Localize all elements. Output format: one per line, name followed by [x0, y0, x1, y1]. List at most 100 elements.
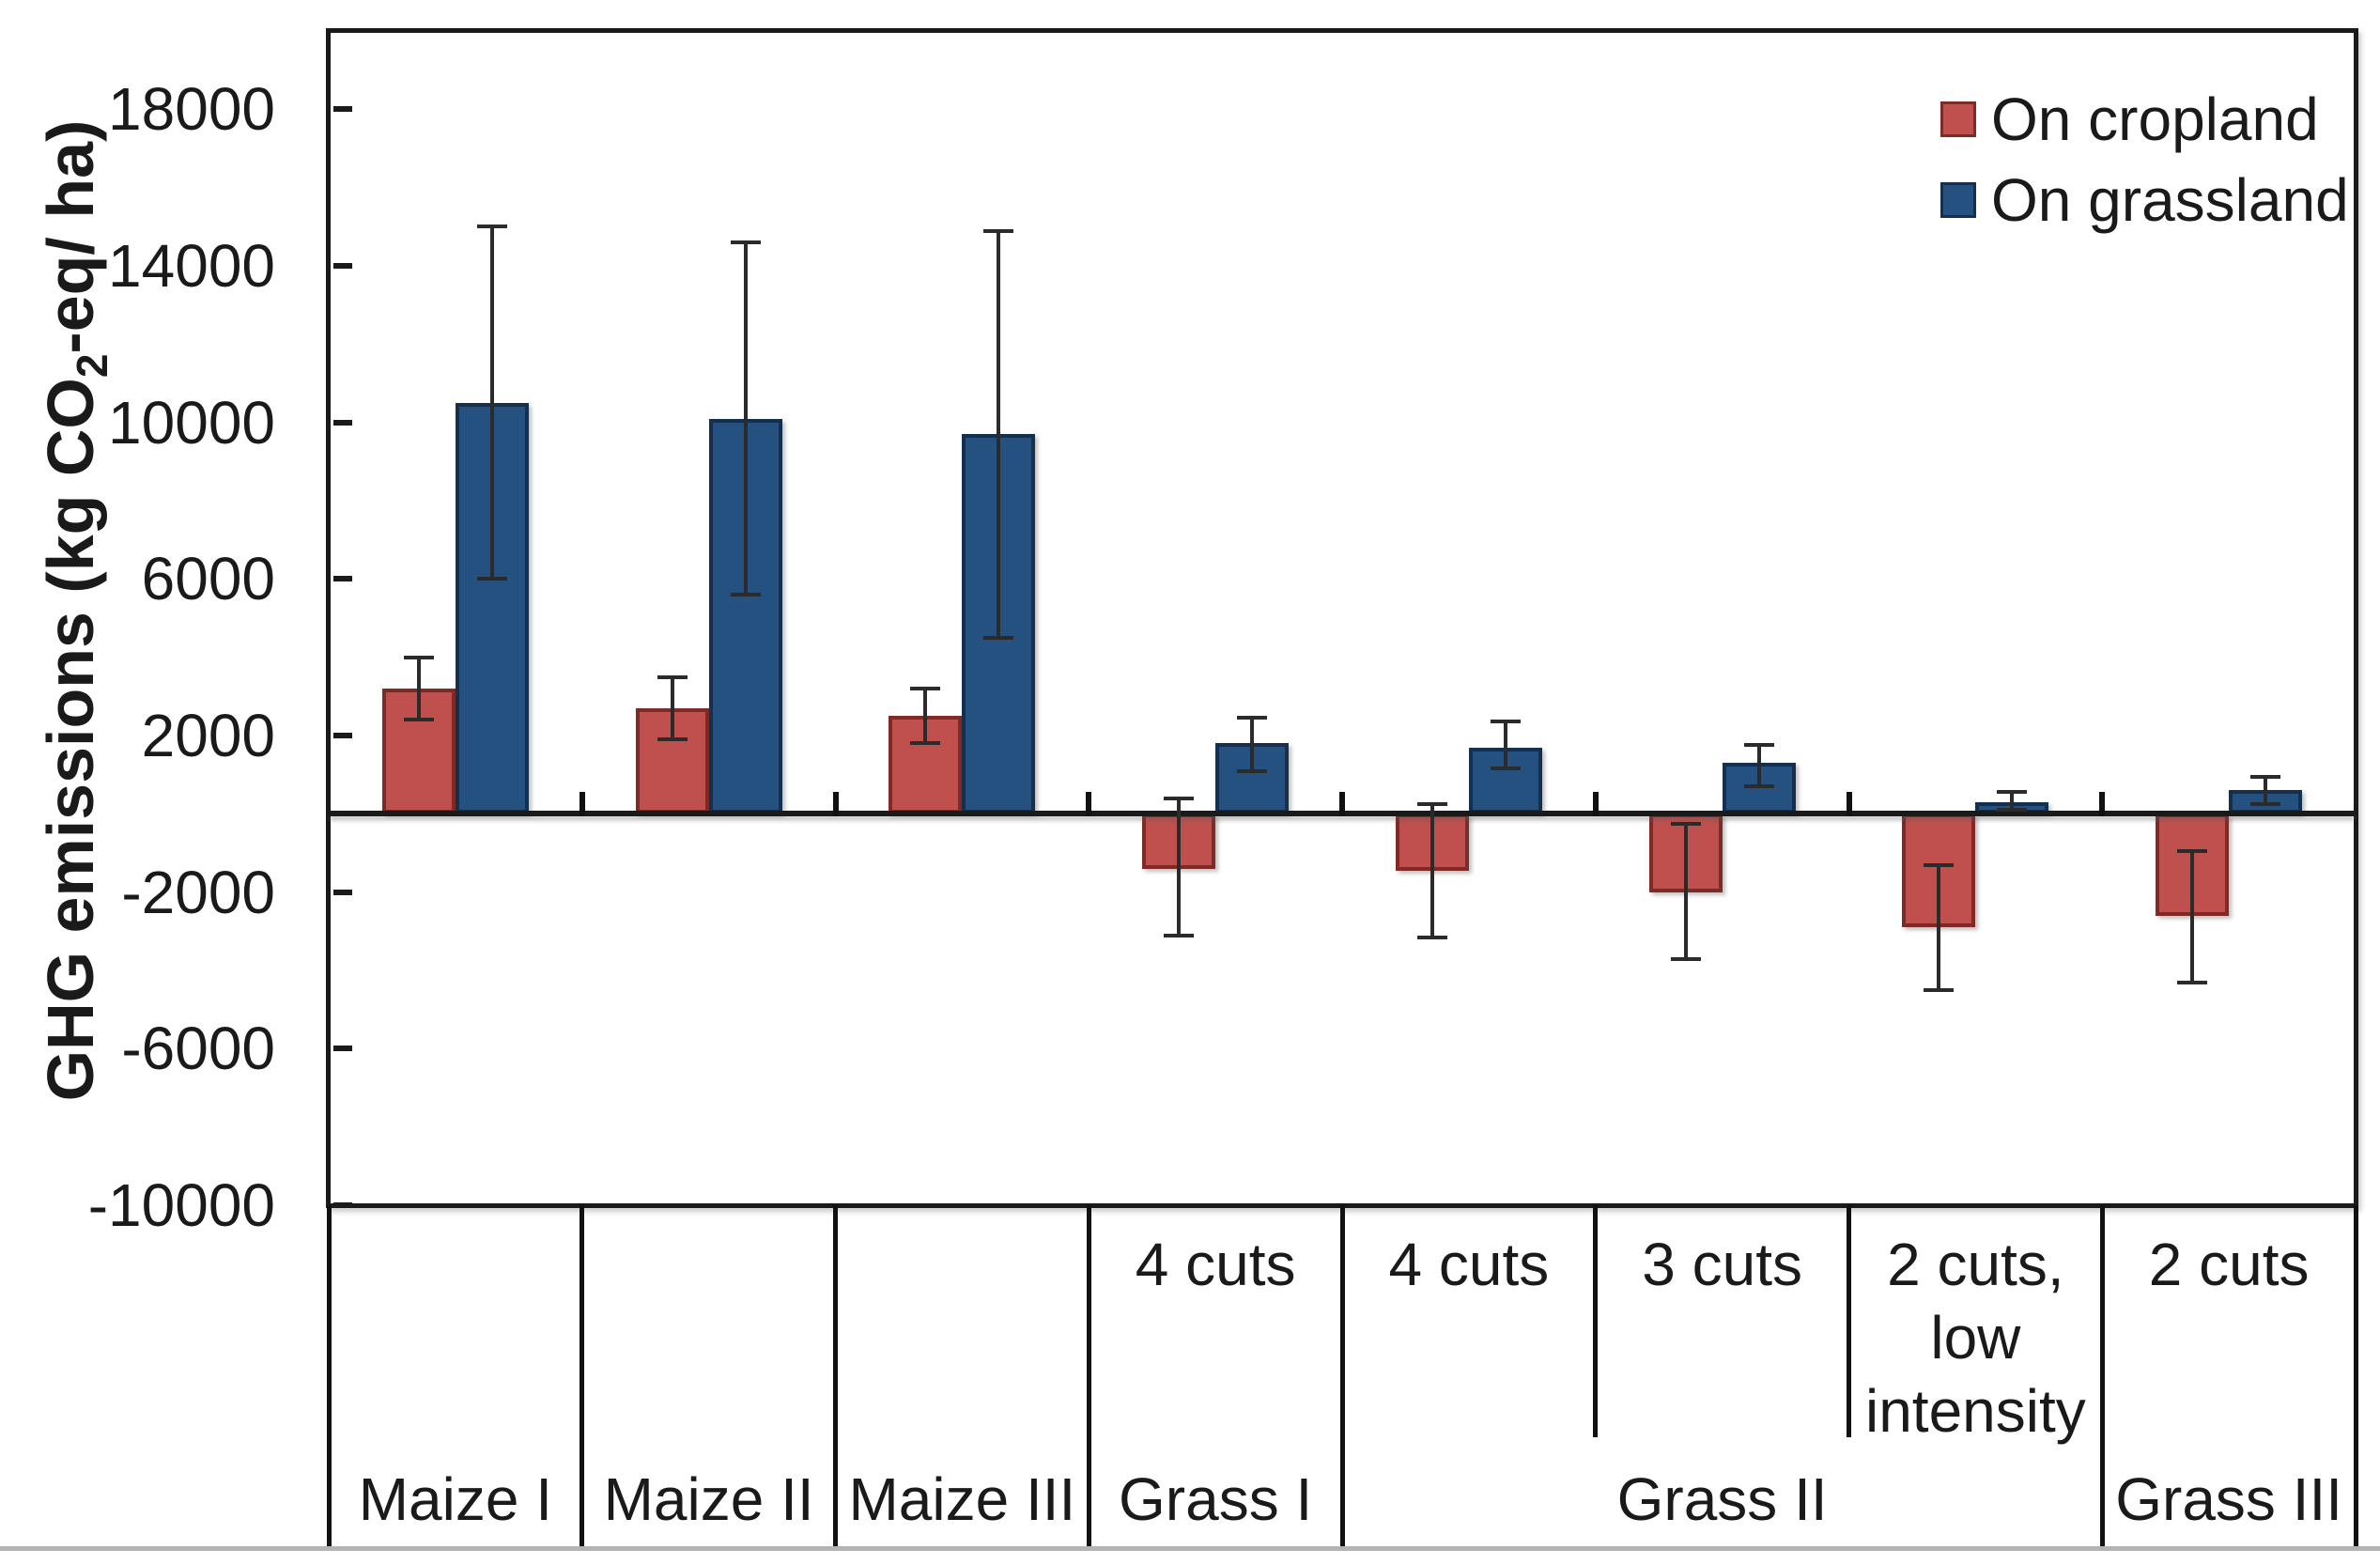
- errorbar-cap-top-on-grassland-col6: [1997, 790, 2028, 795]
- x-divider-tick-6: [1846, 792, 1852, 817]
- errorbar-cap-top-on-grassland-col7: [2250, 774, 2281, 779]
- y-axis-title-subscript: 2: [68, 353, 116, 379]
- legend-label-on-grassland: On grassland: [1991, 166, 2349, 234]
- x-divider-tick-3: [1086, 792, 1092, 817]
- errorbar-on-cropland-col0: [416, 657, 421, 721]
- errorbar-cap-bottom-on-cropland-col0: [403, 718, 434, 722]
- group-label-maize-iii: Maize III: [848, 1465, 1076, 1533]
- x-divider-tick-7: [2099, 792, 2106, 817]
- errorbar-cap-top-on-grassland-col5: [1743, 743, 1774, 748]
- cut-label-col4: 4 cuts: [1342, 1228, 1596, 1301]
- y-tick-18000: [333, 106, 352, 113]
- group-label-grass-i: Grass I: [1119, 1465, 1313, 1533]
- errorbar-on-grassland-col3: [1250, 718, 1255, 771]
- cut-label-col5-line0: 3 cuts: [1642, 1231, 1802, 1298]
- errorbar-cap-bottom-on-cropland-col4: [1416, 935, 1447, 939]
- errorbar-cap-bottom-on-cropland-col6: [1924, 987, 1955, 992]
- errorbar-cap-bottom-on-grassland-col7: [2250, 801, 2281, 806]
- group-label-grass-iii: Grass III: [2115, 1465, 2343, 1533]
- y-tick--6000: [333, 1046, 352, 1052]
- errorbar-cap-bottom-on-grassland-col1: [730, 593, 761, 597]
- legend-swatch-on-cropland: [1940, 101, 1976, 137]
- errorbar-cap-bottom-on-cropland-col2: [910, 741, 941, 746]
- errorbar-on-cropland-col6: [1937, 864, 1941, 990]
- errorbar-on-grassland-col0: [489, 226, 494, 580]
- errorbar-on-grassland-col2: [997, 230, 1001, 638]
- errorbar-on-cropland-col7: [2190, 850, 2195, 983]
- errorbar-on-cropland-col5: [1683, 823, 1688, 959]
- y-tick--2000: [333, 889, 352, 895]
- y-tick-label--10000: -10000: [87, 1171, 275, 1239]
- table-border-7: [2099, 1205, 2105, 1546]
- legend: On cropland On grassland: [1940, 89, 2349, 234]
- table-border-6: [1847, 1205, 1851, 1437]
- errorbar-cap-bottom-on-grassland-col2: [983, 635, 1014, 640]
- x-divider-tick-5: [1592, 792, 1599, 817]
- y-tick-label--2000: -2000: [121, 858, 275, 926]
- y-tick--10000: [333, 1202, 352, 1208]
- cut-label-col6: 2 cuts, low intensity: [1849, 1228, 2103, 1448]
- group-label-maize-i: Maize I: [358, 1465, 553, 1533]
- table-border-8: [2353, 1205, 2358, 1546]
- errorbar-cap-top-on-cropland-col4: [1416, 801, 1447, 806]
- y-tick-label-6000: 6000: [141, 545, 275, 613]
- x-divider-tick-1: [579, 792, 585, 817]
- errorbar-cap-bottom-on-grassland-col6: [1997, 808, 2028, 813]
- errorbar-cap-bottom-on-cropland-col1: [657, 737, 688, 742]
- y-tick-label--6000: -6000: [121, 1015, 275, 1083]
- y-tick-2000: [333, 733, 352, 738]
- errorbar-cap-top-on-cropland-col5: [1670, 821, 1701, 826]
- errorbar-cap-bottom-on-cropland-col5: [1670, 956, 1701, 961]
- cut-label-col3-line0: 4 cuts: [1135, 1231, 1296, 1298]
- cut-label-col6-line1: low: [1930, 1304, 2021, 1371]
- errorbar-cap-bottom-on-grassland-col5: [1743, 784, 1774, 789]
- y-tick-10000: [333, 419, 352, 426]
- errorbar-cap-top-on-cropland-col3: [1164, 796, 1195, 800]
- legend-item-on-cropland: On cropland: [1940, 89, 2349, 149]
- table-border-2: [833, 1205, 838, 1546]
- y-tick-6000: [333, 576, 352, 582]
- errorbar-cap-bottom-on-cropland-col3: [1164, 933, 1195, 937]
- y-tick-label-14000: 14000: [108, 232, 275, 300]
- errorbar-on-cropland-col2: [923, 689, 928, 744]
- errorbar-cap-top-on-cropland-col2: [910, 687, 941, 690]
- errorbar-on-grassland-col5: [1756, 745, 1761, 787]
- errorbar-cap-bottom-on-grassland-col4: [1490, 767, 1521, 771]
- page-bottom-rule: [0, 1546, 2380, 1551]
- x-divider-tick-2: [832, 792, 839, 817]
- errorbar-cap-top-on-grassland-col2: [983, 228, 1014, 233]
- errorbar-cap-bottom-on-grassland-col3: [1237, 768, 1268, 773]
- errorbar-cap-top-on-cropland-col0: [403, 655, 434, 659]
- table-border-1: [580, 1205, 585, 1546]
- y-tick-14000: [333, 263, 352, 269]
- errorbar-on-grassland-col1: [743, 242, 748, 595]
- x-divider-tick-4: [1339, 792, 1345, 817]
- legend-item-on-grassland: On grassland: [1940, 166, 2349, 234]
- errorbar-cap-top-on-cropland-col7: [2177, 848, 2208, 853]
- errorbar-cap-bottom-on-cropland-col7: [2177, 980, 2208, 984]
- errorbar-cap-top-on-grassland-col0: [476, 225, 507, 229]
- group-label-grass-ii: Grass II: [1616, 1465, 1828, 1533]
- y-tick-label-2000: 2000: [141, 702, 275, 769]
- errorbar-cap-top-on-grassland-col4: [1490, 720, 1521, 724]
- cut-label-col5: 3 cuts: [1596, 1228, 1849, 1301]
- cut-label-col6-line2: intensity: [1864, 1377, 2086, 1445]
- table-border-5: [1593, 1205, 1599, 1437]
- cut-label-col4-line0: 4 cuts: [1388, 1231, 1550, 1298]
- errorbar-cap-top-on-cropland-col6: [1924, 862, 1955, 867]
- errorbar-cap-bottom-on-grassland-col0: [476, 577, 507, 581]
- cut-label-col3: 4 cuts: [1089, 1228, 1342, 1301]
- legend-swatch-on-grassland: [1940, 182, 1976, 218]
- y-tick-label-10000: 10000: [108, 388, 275, 457]
- table-border-0: [326, 1205, 332, 1546]
- errorbar-cap-top-on-grassland-col3: [1237, 716, 1268, 721]
- y-tick-label-18000: 18000: [108, 75, 275, 144]
- cut-label-col7-line0: 2 cuts: [2148, 1231, 2310, 1298]
- errorbar-on-grassland-col4: [1503, 721, 1507, 769]
- errorbar-on-cropland-col1: [670, 676, 674, 740]
- errorbar-on-cropland-col4: [1430, 803, 1434, 937]
- table-border-4: [1339, 1205, 1345, 1546]
- errorbar-on-grassland-col6: [2010, 792, 2015, 811]
- errorbar-on-grassland-col7: [2264, 776, 2268, 804]
